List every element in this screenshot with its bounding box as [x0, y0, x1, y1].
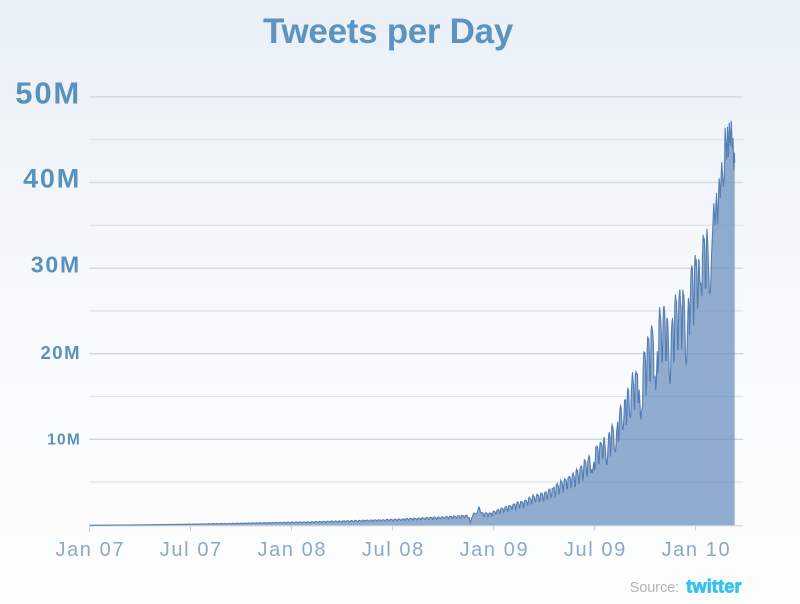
svg-text:twitter: twitter [686, 577, 741, 597]
svg-text:twitter: twitter [686, 577, 741, 597]
